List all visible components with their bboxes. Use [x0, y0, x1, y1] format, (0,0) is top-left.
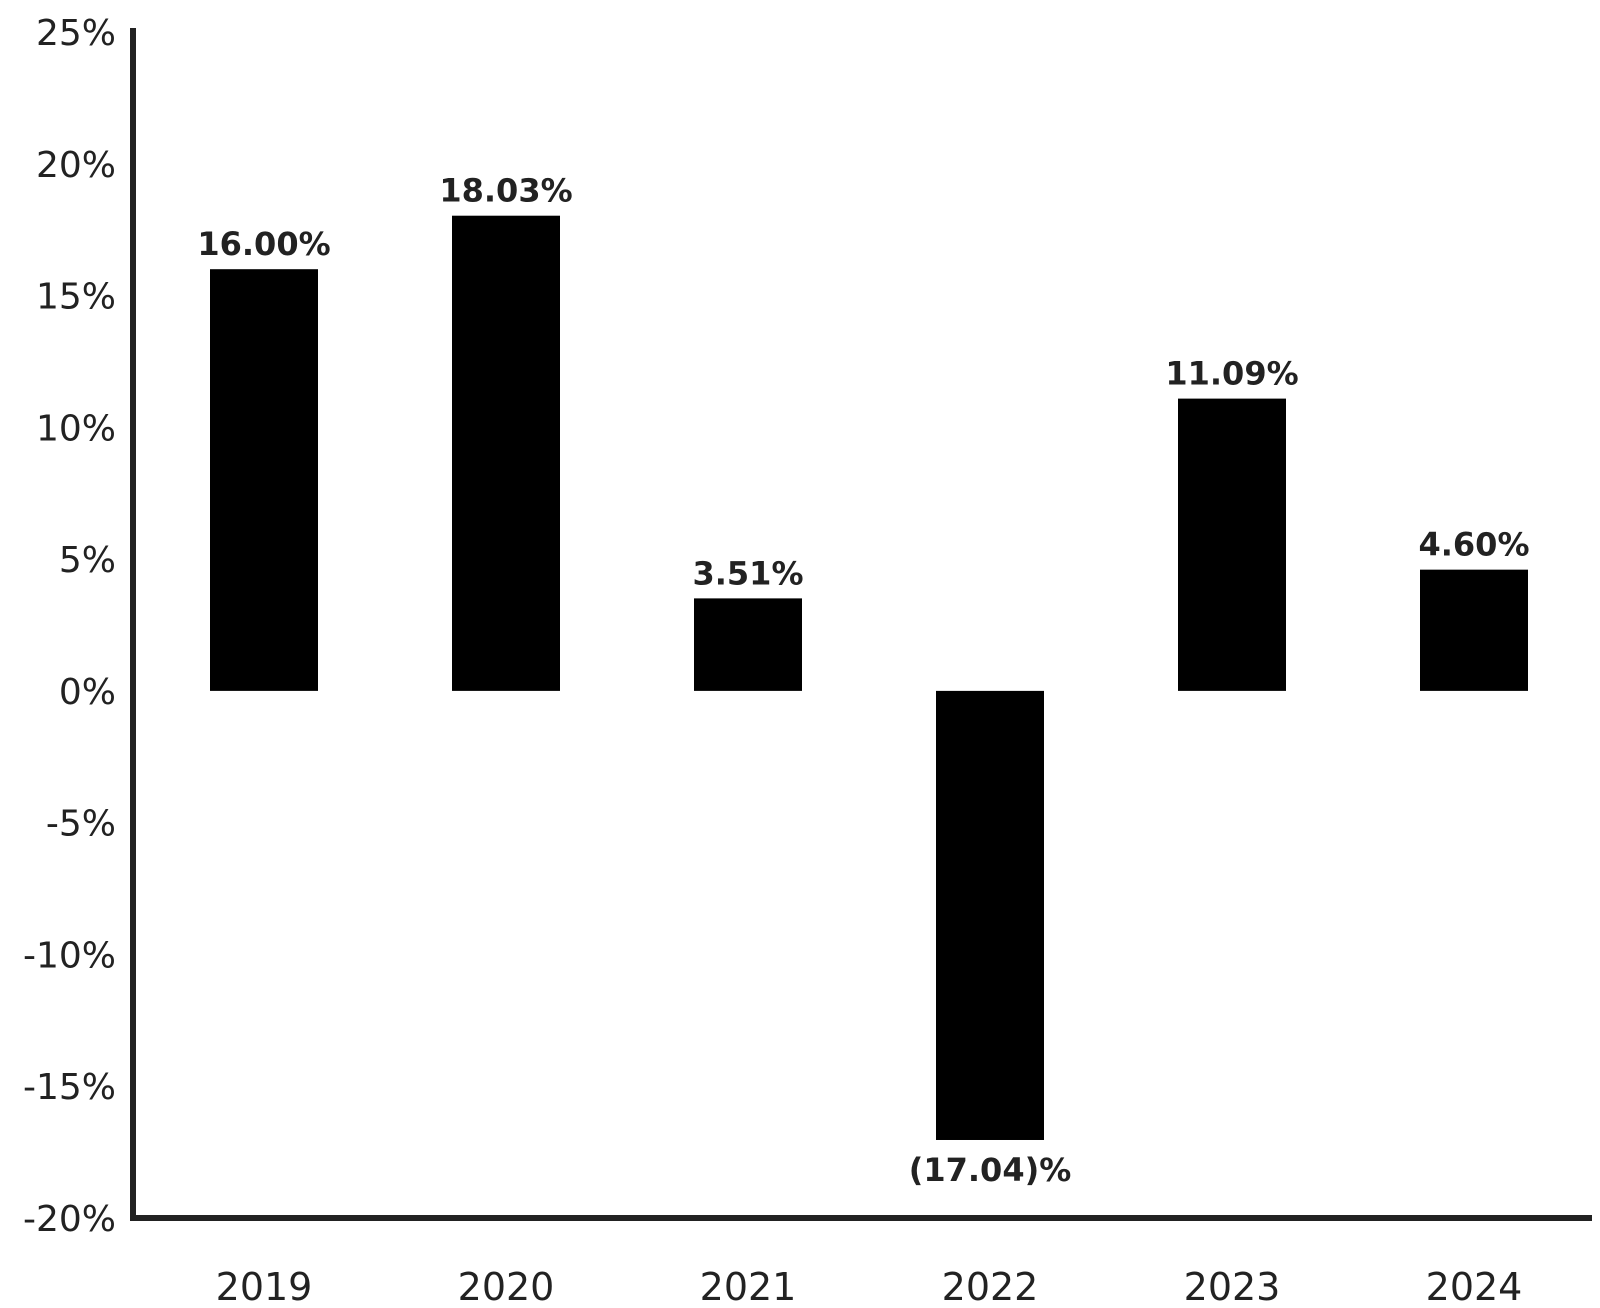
- y-tick-label: -20%: [23, 1199, 116, 1240]
- y-tick-label: 15%: [36, 277, 116, 318]
- x-tick-label-2021: 2021: [700, 1265, 797, 1308]
- bar-2023: [1178, 398, 1286, 691]
- y-tick-label: 25%: [36, 13, 116, 54]
- x-tick-label-2022: 2022: [942, 1265, 1039, 1308]
- y-tick-label: 5%: [59, 540, 116, 581]
- y-tick-label: 0%: [59, 672, 116, 713]
- bar-2024: [1420, 569, 1528, 691]
- y-tick-label: 10%: [36, 408, 116, 449]
- data-label-2019: 16.00%: [197, 225, 330, 263]
- y-axis-ticks: 25% 20% 15% 10% 5% 0% -5% -10% -15% -20%: [23, 13, 116, 1240]
- data-label-2024: 4.60%: [1418, 526, 1529, 564]
- bars: [210, 215, 1528, 1140]
- data-label-2023: 11.09%: [1165, 355, 1298, 393]
- y-tick-label: -10%: [23, 935, 116, 976]
- bar-2020: [452, 215, 560, 691]
- y-tick-label: -15%: [23, 1067, 116, 1108]
- y-tick-label: 20%: [36, 145, 116, 186]
- y-tick-label: -5%: [46, 804, 116, 845]
- data-label-2020: 18.03%: [439, 172, 572, 210]
- x-tick-label-2020: 2020: [458, 1265, 555, 1308]
- data-labels: 16.00% 18.03% 3.51% (17.04)% 11.09% 4.60%: [197, 172, 1529, 1189]
- data-label-2021: 3.51%: [692, 554, 803, 592]
- x-axis-labels: 2019 2020 2021 2022 2023 2024: [216, 1265, 1523, 1308]
- data-label-2022: (17.04)%: [909, 1151, 1072, 1189]
- x-tick-label-2019: 2019: [216, 1265, 313, 1308]
- bar-2021: [694, 598, 802, 691]
- x-tick-label-2023: 2023: [1184, 1265, 1281, 1308]
- bar-2022: [936, 690, 1044, 1140]
- bar-2019: [210, 269, 318, 691]
- x-tick-label-2024: 2024: [1426, 1265, 1523, 1308]
